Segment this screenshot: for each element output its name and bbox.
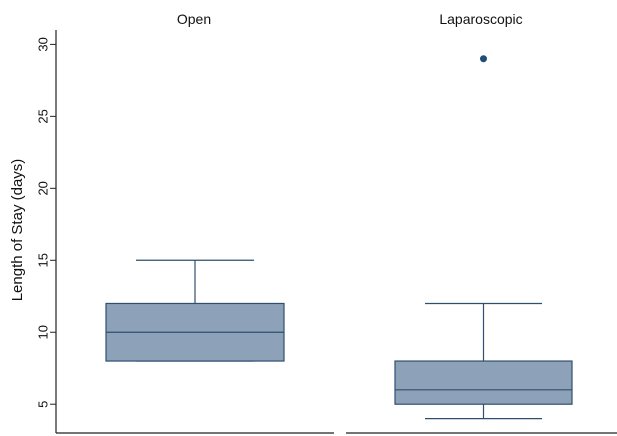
- y-tick-label-20: 20: [36, 181, 51, 195]
- y-axis-label: Length of Stay (days): [9, 159, 26, 302]
- box-laparoscopic: [394, 360, 573, 405]
- y-tick-label-5: 5: [36, 401, 51, 408]
- outlier-point-laparoscopic-0: [480, 55, 487, 63]
- y-tick-label-25: 25: [36, 109, 51, 123]
- y-tick-label-10: 10: [36, 325, 51, 339]
- box-plot-marks: [105, 55, 573, 420]
- y-tick-label-30: 30: [36, 37, 51, 51]
- y-axis-ticks: 5 10 15 20 25 30: [36, 37, 56, 408]
- y-tick-label-15: 15: [36, 253, 51, 267]
- panel-title-laparoscopic: Laparoscopic: [439, 11, 522, 27]
- panel-title-open: Open: [177, 11, 211, 27]
